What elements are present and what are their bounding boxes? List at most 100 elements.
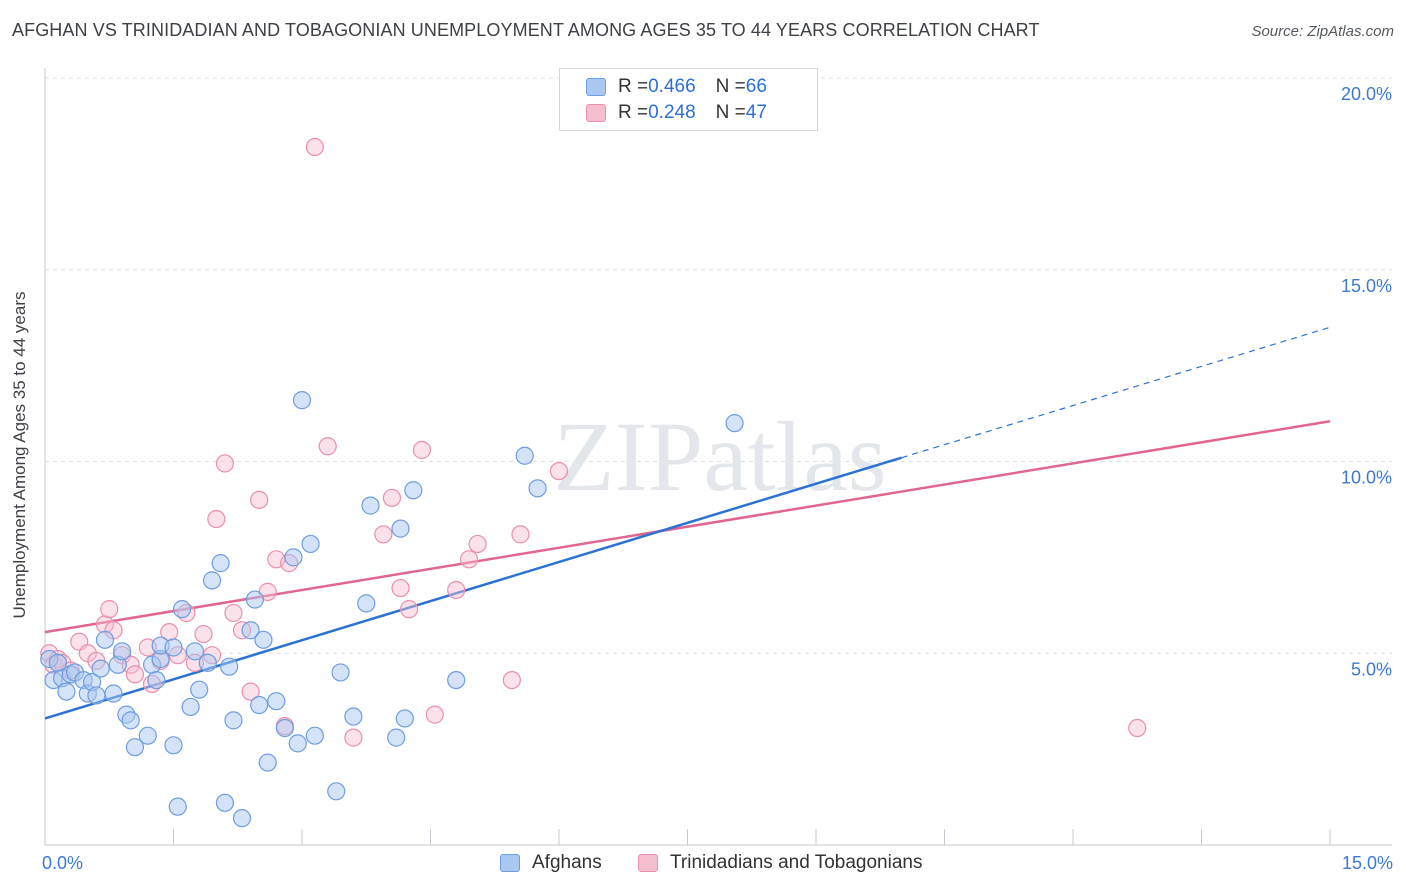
- data-point-afghans: [725, 414, 744, 433]
- data-point-afghans: [387, 728, 406, 747]
- data-point-afghans: [395, 709, 414, 728]
- axes: [44, 68, 1392, 846]
- data-point-trinidadians: [344, 728, 363, 747]
- data-point-afghans: [232, 809, 252, 828]
- data-point-afghans: [168, 797, 187, 816]
- data-point-afghans: [112, 642, 132, 661]
- data-point-afghans: [254, 630, 273, 649]
- data-point-afghans: [215, 793, 234, 812]
- trend-line-afghans: [44, 456, 903, 720]
- data-point-afghans: [138, 726, 157, 745]
- data-point-trinidadians: [549, 461, 569, 481]
- data-point-afghans: [164, 736, 183, 755]
- legend-r-label: R =: [618, 76, 649, 97]
- chart-title: AFGHAN VS TRINIDADIAN AND TOBAGONIAN UNE…: [12, 20, 1040, 40]
- grid-lines: [45, 77, 1392, 654]
- legend-r-value: 0.248: [648, 102, 696, 123]
- data-point-afghans: [267, 692, 286, 711]
- legend-n-value: 47: [745, 102, 767, 123]
- data-point-afghans: [447, 670, 466, 690]
- data-point-afghans: [327, 782, 346, 801]
- legend-n-label: N =: [715, 102, 746, 123]
- data-point-trinidadians: [374, 525, 393, 544]
- series-legend: Afghans Trinidadians and Tobagonians: [0, 852, 1406, 878]
- data-point-afghans: [121, 711, 140, 730]
- tick-labels: 5.0% 10.0% 15.0% 20.0% 0.0% 15.0%: [42, 84, 1393, 873]
- data-point-afghans: [357, 594, 376, 613]
- data-point-afghans: [172, 600, 192, 619]
- legend-label-trinidadians: Trinidadians and Tobagonians: [670, 852, 923, 873]
- data-point-trinidadians: [100, 600, 119, 619]
- data-point-afghans: [275, 718, 294, 738]
- legend-r-value: 0.466: [648, 76, 696, 97]
- data-point-trinidadians: [305, 137, 324, 157]
- legend-swatch-pink: [638, 854, 658, 872]
- data-point-afghans: [241, 621, 260, 640]
- legend-swatch-pink: [586, 104, 606, 122]
- data-point-afghans: [95, 630, 115, 649]
- data-point-afghans: [528, 479, 547, 498]
- data-point-afghans: [87, 686, 106, 705]
- y-axis-title: Unemployment Among Ages 35 to 44 years: [10, 291, 29, 619]
- data-point-trinidadians: [511, 525, 530, 544]
- series-afghans-points: [40, 391, 744, 828]
- data-point-trinidadians: [425, 705, 444, 724]
- trend-extension-afghans: [901, 326, 1331, 459]
- y-tick-label: 5.0%: [1351, 659, 1392, 679]
- data-point-trinidadians: [468, 534, 487, 554]
- data-point-afghans: [190, 680, 209, 699]
- data-point-afghans: [391, 519, 410, 538]
- legend-row-trinidadians: R = 0.248 N = 47: [586, 100, 767, 126]
- data-point-afghans: [104, 684, 123, 703]
- data-point-afghans: [198, 653, 217, 672]
- data-point-afghans: [220, 657, 239, 676]
- legend-item-trinidadians[interactable]: Trinidadians and Tobagonians: [638, 852, 922, 874]
- data-point-afghans: [404, 481, 423, 500]
- data-point-trinidadians: [241, 682, 260, 701]
- x-tick-label: 15.0%: [1342, 853, 1393, 873]
- data-point-afghans: [164, 638, 183, 657]
- data-point-trinidadians: [391, 578, 410, 598]
- data-point-trinidadians: [224, 603, 243, 623]
- data-point-afghans: [301, 534, 320, 554]
- data-point-afghans: [57, 682, 76, 701]
- legend-n-label: N =: [715, 76, 746, 97]
- y-tick-label: 10.0%: [1341, 468, 1392, 488]
- data-point-trinidadians: [459, 550, 479, 569]
- data-point-afghans: [185, 642, 205, 661]
- y-tick-label: 20.0%: [1341, 84, 1392, 104]
- data-point-afghans: [284, 548, 303, 567]
- data-point-trinidadians: [399, 600, 419, 619]
- data-point-afghans: [181, 697, 200, 717]
- data-point-afghans: [202, 571, 222, 590]
- data-point-trinidadians: [318, 437, 337, 456]
- legend-item-afghans[interactable]: Afghans: [500, 852, 602, 874]
- data-point-afghans: [361, 496, 380, 515]
- data-point-trinidadians: [215, 454, 234, 473]
- correlation-legend: R = 0.466 N = 66 R = 0.248 N = 47: [559, 68, 818, 131]
- data-point-afghans: [91, 659, 110, 678]
- data-point-afghans: [344, 707, 363, 726]
- watermark: ZIPatlas: [553, 401, 886, 512]
- legend-n-value: 66: [745, 76, 767, 97]
- data-point-afghans: [305, 726, 324, 745]
- data-point-afghans: [292, 391, 312, 410]
- data-point-trinidadians: [1128, 718, 1147, 738]
- data-point-afghans: [331, 663, 350, 682]
- data-point-trinidadians: [382, 488, 402, 508]
- data-point-trinidadians: [412, 440, 432, 460]
- data-point-afghans: [147, 670, 166, 690]
- data-point-afghans: [125, 738, 145, 757]
- data-point-afghans: [515, 446, 534, 465]
- data-point-afghans: [211, 554, 230, 573]
- data-point-afghans: [245, 590, 264, 609]
- data-point-afghans: [258, 753, 277, 772]
- data-point-afghans: [250, 695, 269, 715]
- legend-swatch-blue: [586, 78, 606, 96]
- legend-r-label: R =: [618, 102, 649, 123]
- data-point-trinidadians: [194, 624, 213, 644]
- data-point-trinidadians: [502, 670, 521, 690]
- x-tick-label: 0.0%: [42, 853, 83, 873]
- data-point-trinidadians: [447, 580, 466, 600]
